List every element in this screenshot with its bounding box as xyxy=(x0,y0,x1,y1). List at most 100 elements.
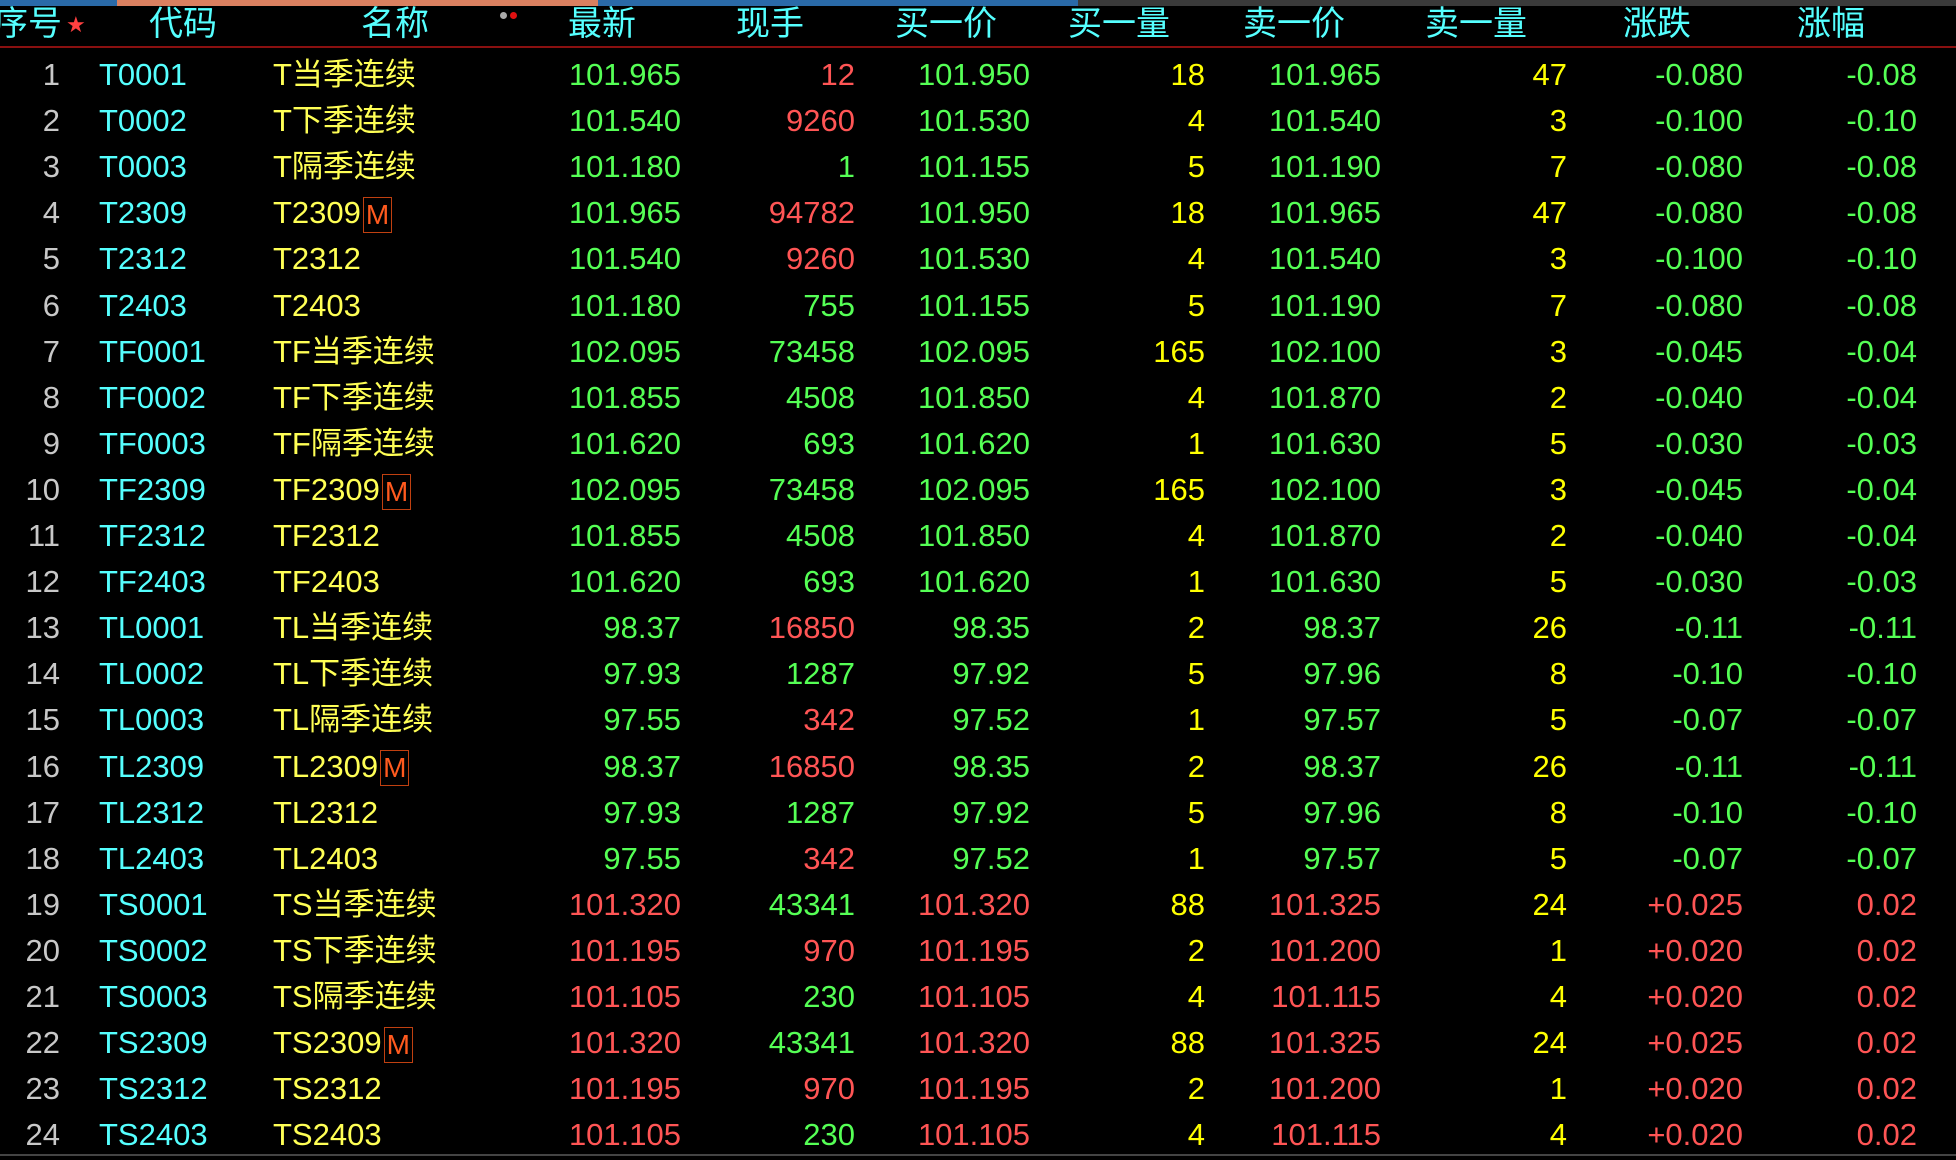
cell-text: -0.04 xyxy=(1846,518,1917,553)
cell-text: 97.55 xyxy=(603,702,681,738)
header-pct[interactable]: 涨幅 xyxy=(1797,5,1865,43)
table-row[interactable]: 2 T0002 T下季连续 101.540 9260 101.530 4 101.540 3 -0… xyxy=(0,98,1956,144)
header-change[interactable]: 涨跌 xyxy=(1623,5,1691,43)
cell-change: -0.040 xyxy=(1655,513,1743,559)
cell-text: 755 xyxy=(803,287,855,323)
cell-last: 97.55 xyxy=(603,697,681,743)
header-seq[interactable]: 序号 xyxy=(0,5,62,43)
cell-ask-vol: 2 xyxy=(1550,375,1567,421)
table-row[interactable]: 11 TF2312 TF2312 101.855 4508 101.850 4 101.870… xyxy=(0,513,1956,559)
cell-text: 101.320 xyxy=(917,1025,1030,1061)
table-row[interactable]: 9 TF0003 TF隔季连续 101.620 693 101.620 1 101.630 5 -… xyxy=(0,421,1956,467)
cell-code: TS0001 xyxy=(99,882,208,928)
cell-seq: 21 xyxy=(26,974,60,1020)
cell-seq: 13 xyxy=(26,605,60,651)
cell-pct: -0.10 xyxy=(1846,236,1917,282)
tab-strip-segment-3[interactable] xyxy=(598,0,1078,6)
cell-ask-vol: 1 xyxy=(1550,928,1567,974)
cell-seq: 24 xyxy=(26,1112,60,1158)
cell-text: -0.11 xyxy=(1848,610,1917,646)
favorite-star-icon[interactable]: ★ xyxy=(66,12,86,37)
cell-ask: 98.37 xyxy=(1303,605,1381,651)
cell-last: 101.320 xyxy=(569,1020,681,1066)
table-row[interactable]: 14 TL0002 TL下季连续 97.93 1287 97.92 5 97.96 8 -0.10… xyxy=(0,651,1956,697)
cell-text: 98.35 xyxy=(952,610,1030,646)
header-bid[interactable]: 买一价 xyxy=(895,5,997,43)
table-row[interactable]: 12 TF2403 TF2403 101.620 693 101.620 1 101.630 5… xyxy=(0,559,1956,605)
cell-text: 21 xyxy=(25,979,60,1014)
cell-name: TL当季连续 xyxy=(273,605,433,651)
table-row[interactable]: 10 TF2309 TF2309 M 102.095 73458 102.095 165 102… xyxy=(0,467,1956,513)
cell-ask-vol: 47 xyxy=(1533,190,1567,236)
tab-strip-segment-2[interactable] xyxy=(117,0,598,6)
cell-text: 101.155 xyxy=(917,287,1030,323)
header-name[interactable]: 名称 xyxy=(361,5,429,43)
table-row[interactable]: 5 T2312 T2312 101.540 9260 101.530 4 101.540 3 -0… xyxy=(0,236,1956,282)
table-row[interactable]: 3 T0003 T隔季连续 101.180 1 101.155 5 101.190 7 -0.08… xyxy=(0,144,1956,190)
cell-text: 165 xyxy=(1153,333,1205,369)
cell-text: -0.11 xyxy=(1674,748,1743,784)
cell-hand: 16850 xyxy=(769,744,855,790)
table-row[interactable]: 8 TF0002 TF下季连续 101.855 4508 101.850 4 101.870 2… xyxy=(0,375,1956,421)
cell-text: 2 xyxy=(1187,1071,1205,1107)
table-row[interactable]: 18 TL2403 TL2403 97.55 342 97.52 1 97.57 5 -0.07 -… xyxy=(0,836,1956,882)
cell-text: 0.02 xyxy=(1856,1025,1917,1061)
cell-hand: 12 xyxy=(821,52,855,98)
table-row[interactable]: 23 TS2312 TS2312 101.195 970 101.195 2 101.200 1… xyxy=(0,1066,1956,1112)
table-row[interactable]: 20 TS0002 TS下季连续 101.195 970 101.195 2 101.200 1… xyxy=(0,928,1956,974)
cell-text: 101.180 xyxy=(568,287,681,323)
cell-ask-vol: 26 xyxy=(1533,605,1567,651)
table-row[interactable]: 15 TL0003 TL隔季连续 97.55 342 97.52 1 97.57 5 -0.07 -… xyxy=(0,697,1956,743)
table-row[interactable]: 16 TL2309 TL2309 M 98.37 16850 98.35 2 98.37 26 -0… xyxy=(0,744,1956,790)
cell-text: 4508 xyxy=(786,379,855,415)
cell-pct: 0.02 xyxy=(1857,1020,1917,1066)
cell-text: 230 xyxy=(803,1117,855,1153)
header-ask-vol[interactable]: 卖一量 xyxy=(1425,5,1527,43)
table-row[interactable]: 1 T0001 T当季连续 101.965 12 101.950 18 101.965 47 -0… xyxy=(0,52,1956,98)
table-row[interactable]: 24 TS2403 TS2403 101.105 230 101.105 4 101.115 4… xyxy=(0,1112,1956,1158)
header-bid-vol[interactable]: 买一量 xyxy=(1068,5,1170,43)
cell-text: 4 xyxy=(1187,979,1205,1014)
cell-text: -0.04 xyxy=(1846,471,1917,507)
cell-bid: 101.105 xyxy=(918,974,1030,1020)
cell-text: 20 xyxy=(25,932,60,968)
table-row[interactable]: 13 TL0001 TL当季连续 98.37 16850 98.35 2 98.37 26 -0.… xyxy=(0,605,1956,651)
table-row[interactable]: 17 TL2312 TL2312 97.93 1287 97.92 5 97.96 8 -0.10… xyxy=(0,790,1956,836)
cell-hand: 9260 xyxy=(786,98,855,144)
table-row[interactable]: 22 TS2309 TS2309 M 101.320 43341 101.320 88 101.… xyxy=(0,1020,1956,1066)
header-hand[interactable]: 现手 xyxy=(736,5,804,43)
cell-text: 7 xyxy=(1549,149,1567,185)
cell-name: TS2403 xyxy=(273,1112,382,1158)
tab-strip-segment-1[interactable] xyxy=(0,0,117,6)
cell-ask-vol: 4 xyxy=(1550,1112,1567,1158)
cell-pct: 0.02 xyxy=(1857,1066,1917,1112)
cell-text: 8 xyxy=(1549,656,1567,692)
cell-bid-vol: 1 xyxy=(1188,559,1205,605)
header-last[interactable]: 最新 xyxy=(568,5,636,43)
header-code[interactable]: 代码 xyxy=(149,5,217,43)
tab-strip-segment-4[interactable] xyxy=(1078,0,1956,6)
table-row[interactable]: 4 T2309 T2309 M 101.965 94782 101.950 18 101.965… xyxy=(0,190,1956,236)
cell-code: TF0003 xyxy=(99,421,206,467)
cell-ask-vol: 7 xyxy=(1550,283,1567,329)
cell-ask-vol: 5 xyxy=(1550,836,1567,882)
cell-last: 101.195 xyxy=(569,928,681,974)
table-row[interactable]: 7 TF0001 TF当季连续 102.095 73458 102.095 165 102.1… xyxy=(0,329,1956,375)
cell-seq: 22 xyxy=(26,1020,60,1066)
cell-seq: 14 xyxy=(26,651,60,697)
cell-name: TF2403 xyxy=(273,559,380,605)
cell-text: T2309 xyxy=(99,195,187,231)
header-ask[interactable]: 卖一价 xyxy=(1243,5,1345,43)
cell-code: TL0003 xyxy=(99,697,204,743)
cell-text: 2 xyxy=(1187,748,1205,784)
cell-change: -0.080 xyxy=(1655,52,1743,98)
table-row[interactable]: 6 T2403 T2403 101.180 755 101.155 5 101.190 7 -0.… xyxy=(0,283,1956,329)
cell-ask: 101.190 xyxy=(1269,283,1381,329)
cell-change: +0.020 xyxy=(1647,1112,1743,1158)
table-row[interactable]: 19 TS0001 TS当季连续 101.320 43341 101.320 88 101.3… xyxy=(0,882,1956,928)
cell-text: 101.320 xyxy=(568,886,681,922)
cell-text: 101.855 xyxy=(568,518,681,553)
table-row[interactable]: 21 TS0003 TS隔季连续 101.105 230 101.105 4 101.115 4… xyxy=(0,974,1956,1020)
cell-text: 98.37 xyxy=(1303,748,1381,784)
cell-text: 101.195 xyxy=(568,1071,681,1107)
